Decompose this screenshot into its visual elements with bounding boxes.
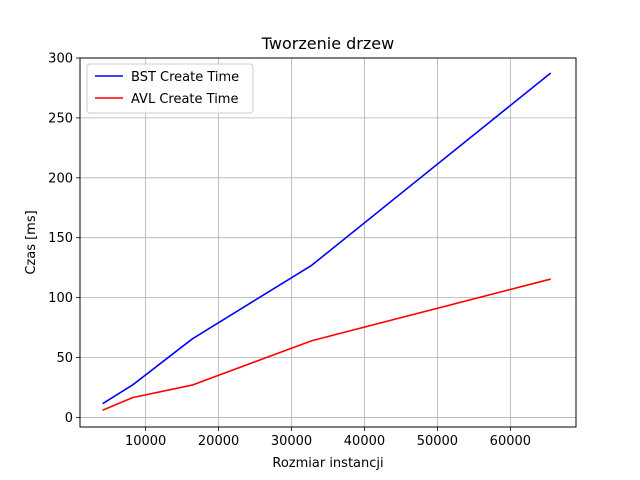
legend-label-avl: AVL Create Time	[131, 92, 238, 107]
y-tick-label: 50	[56, 351, 73, 366]
chart-title: Tworzenie drzew	[261, 34, 394, 53]
legend: BST Create Time AVL Create Time	[86, 63, 254, 114]
series-line-bst	[102, 72, 552, 405]
y-tick-label: 0	[65, 411, 73, 426]
y-tick-label: 200	[48, 171, 73, 186]
x-tick-label: 10000	[125, 434, 166, 449]
y-axis-label: Czas [ms]	[24, 210, 39, 274]
y-tick-label: 300	[48, 52, 73, 67]
legend-box	[86, 63, 254, 114]
y-tick-label: 150	[48, 231, 73, 246]
axis-ticks: 10000 20000 30000 40000 50000 60000 0 50 100 150 2…	[48, 52, 531, 450]
y-tick-label: 100	[48, 291, 73, 306]
x-axis-label: Rozmiar instancji	[272, 456, 383, 471]
series-layer	[102, 72, 552, 411]
grid	[80, 57, 576, 427]
x-tick-label: 60000	[490, 434, 531, 449]
legend-label-bst: BST Create Time	[131, 70, 239, 85]
y-tick-label: 250	[48, 111, 73, 126]
x-tick-label: 30000	[271, 434, 312, 449]
series-line-avl	[102, 278, 551, 411]
x-tick-label: 40000	[344, 434, 385, 449]
x-tick-label: 50000	[417, 434, 458, 449]
x-tick-label: 20000	[198, 434, 239, 449]
plot-frame	[79, 57, 577, 428]
